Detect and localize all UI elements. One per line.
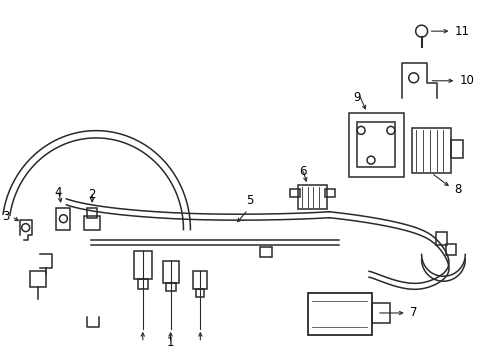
Bar (87, 208, 97, 218)
Text: 5: 5 (246, 194, 253, 207)
Bar (371, 303, 389, 323)
Text: 2: 2 (88, 188, 96, 201)
Bar (138, 279, 147, 289)
Bar (193, 271, 207, 289)
Bar (289, 189, 299, 197)
Bar (165, 283, 175, 291)
Text: 11: 11 (453, 24, 468, 38)
Bar (259, 247, 271, 257)
Text: 1: 1 (166, 336, 174, 349)
Bar (325, 189, 335, 197)
Bar (56, 208, 70, 230)
Bar (446, 243, 455, 255)
Text: 10: 10 (458, 74, 473, 87)
Bar (411, 129, 450, 173)
Text: 9: 9 (353, 91, 360, 104)
Bar (30, 271, 45, 287)
Text: 7: 7 (409, 306, 416, 319)
Bar (297, 185, 326, 209)
Bar (134, 251, 151, 279)
Bar (84, 216, 100, 230)
Text: 6: 6 (298, 165, 305, 178)
Text: 3: 3 (2, 210, 10, 223)
Bar (435, 231, 447, 246)
Bar (450, 140, 462, 158)
Bar (356, 122, 394, 167)
Bar (196, 289, 204, 297)
Bar (307, 293, 371, 335)
Text: 4: 4 (55, 186, 62, 199)
Bar (163, 261, 178, 283)
Text: 8: 8 (453, 184, 461, 197)
Bar (348, 113, 403, 177)
